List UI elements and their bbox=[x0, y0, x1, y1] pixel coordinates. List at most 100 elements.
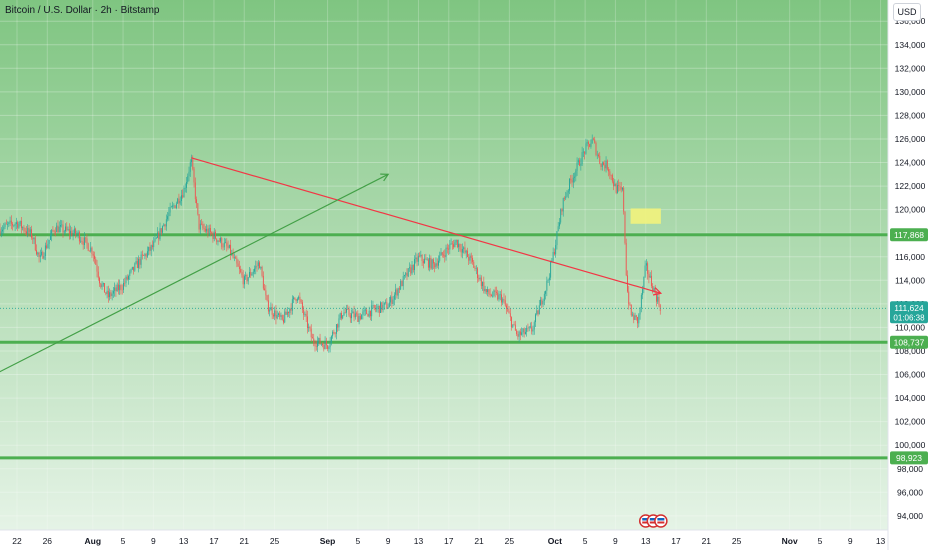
candle-body bbox=[269, 310, 270, 311]
candle-body bbox=[357, 314, 358, 322]
candle-body bbox=[495, 290, 496, 291]
candle-body bbox=[447, 248, 448, 249]
candle-body bbox=[386, 302, 387, 309]
candle-body bbox=[611, 175, 612, 176]
candle-body bbox=[240, 269, 241, 272]
candle-body bbox=[311, 329, 312, 338]
candle-body bbox=[529, 327, 530, 328]
countdown-label: 01:06:38 bbox=[893, 313, 925, 322]
candle-body bbox=[538, 310, 539, 314]
candle-body bbox=[480, 278, 481, 280]
candle-body bbox=[344, 312, 345, 315]
candle-body bbox=[533, 329, 534, 331]
candle-body bbox=[117, 285, 118, 292]
price-tick-label: 130,000 bbox=[895, 87, 926, 97]
candle-body bbox=[609, 171, 610, 175]
candle-body bbox=[573, 178, 574, 183]
candle-body bbox=[593, 139, 594, 140]
candle-body bbox=[642, 289, 643, 295]
candle-body bbox=[521, 332, 522, 334]
candle-body bbox=[172, 206, 173, 207]
economic-event-flag-icon[interactable] bbox=[655, 515, 667, 527]
candle-body bbox=[190, 162, 191, 172]
candle-body bbox=[99, 278, 100, 284]
candle-body bbox=[422, 255, 423, 261]
candle-body bbox=[8, 222, 9, 224]
candle-body bbox=[470, 256, 471, 261]
candle-body bbox=[448, 249, 449, 250]
candle-body bbox=[214, 232, 215, 239]
candle-body bbox=[458, 244, 459, 247]
candle-body bbox=[250, 272, 251, 275]
candle-body bbox=[648, 274, 649, 278]
candle-body bbox=[428, 260, 429, 268]
candle-body bbox=[192, 159, 193, 168]
candle-body bbox=[582, 152, 583, 164]
time-tick-label: 21 bbox=[240, 536, 250, 546]
candle-body bbox=[536, 310, 537, 314]
candle-body bbox=[26, 231, 27, 233]
candle-body bbox=[597, 155, 598, 156]
candle-body bbox=[167, 216, 168, 219]
candle-body bbox=[304, 314, 305, 315]
candle-body bbox=[315, 343, 316, 346]
candle-body bbox=[351, 313, 352, 318]
candle-body bbox=[436, 263, 437, 267]
candle-body bbox=[487, 289, 488, 292]
candle-body bbox=[646, 263, 647, 265]
candle-body bbox=[244, 276, 245, 284]
candle-body bbox=[128, 276, 129, 280]
candle-body bbox=[299, 297, 300, 300]
candle-body bbox=[199, 214, 200, 229]
candle-body bbox=[95, 259, 96, 265]
time-tick-label: Nov bbox=[782, 536, 798, 546]
candle-body bbox=[433, 259, 434, 263]
candle-body bbox=[439, 256, 440, 261]
candle-body bbox=[79, 232, 80, 241]
candle-body bbox=[485, 289, 486, 291]
candle-body bbox=[61, 225, 62, 226]
candle-body bbox=[273, 315, 274, 317]
candle-body bbox=[46, 245, 47, 248]
candle-body bbox=[383, 305, 384, 310]
candle-body bbox=[186, 182, 187, 188]
time-tick-label: 13 bbox=[641, 536, 651, 546]
candle-body bbox=[298, 297, 299, 299]
candle-body bbox=[100, 283, 101, 287]
candle-body bbox=[525, 332, 526, 334]
candle-body bbox=[404, 275, 405, 276]
candle-body bbox=[519, 331, 520, 336]
candle-body bbox=[398, 288, 399, 295]
candle-body bbox=[257, 266, 258, 267]
candle-body bbox=[264, 289, 265, 291]
candle-body bbox=[113, 291, 114, 294]
candle-body bbox=[342, 315, 343, 318]
candle-body bbox=[253, 272, 254, 274]
candle-body bbox=[366, 310, 367, 314]
candle-body bbox=[18, 224, 19, 228]
candle-body bbox=[347, 309, 348, 310]
candle-body bbox=[636, 315, 637, 317]
currency-button[interactable]: USD bbox=[893, 3, 921, 21]
time-tick-label: 25 bbox=[505, 536, 515, 546]
candle-body bbox=[491, 295, 492, 296]
candle-body bbox=[141, 255, 142, 265]
candle-body bbox=[289, 308, 290, 313]
level-price-label: 117,868 bbox=[894, 230, 924, 240]
candle-body bbox=[365, 310, 366, 311]
candle-body bbox=[102, 284, 103, 287]
candle-body bbox=[152, 245, 153, 247]
candle-body bbox=[635, 315, 636, 320]
candle-body bbox=[371, 305, 372, 316]
price-tick-label: 134,000 bbox=[895, 40, 926, 50]
target-zone[interactable] bbox=[631, 208, 661, 223]
candle-body bbox=[147, 251, 148, 256]
candle-body bbox=[361, 315, 362, 320]
candle-body bbox=[94, 256, 95, 259]
time-tick-label: 26 bbox=[43, 536, 53, 546]
candle-body bbox=[68, 229, 69, 230]
candle-body bbox=[149, 247, 150, 251]
candle-body bbox=[556, 231, 557, 245]
candle-body bbox=[168, 213, 169, 217]
